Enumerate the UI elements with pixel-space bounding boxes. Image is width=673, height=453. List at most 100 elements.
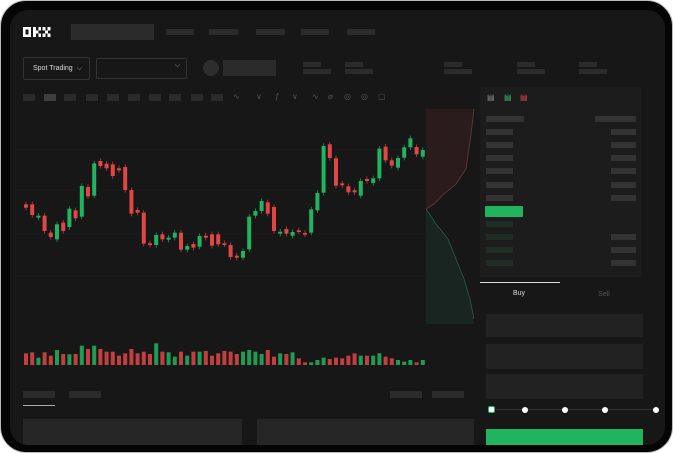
tab-open-orders[interactable] [23,391,55,398]
order-book-price[interactable] [486,142,513,149]
candle [414,147,419,155]
volume-bar [247,350,252,365]
nav-item[interactable] [347,29,375,35]
candle [396,158,400,168]
order-book-price[interactable] [486,168,513,175]
volume-bar [30,352,35,365]
filter-button[interactable] [390,391,422,398]
order-book-price[interactable] [486,181,513,188]
camera-icon[interactable]: ◎ [344,92,351,101]
interval-button[interactable] [86,94,98,101]
candlestick-chart[interactable] [16,121,426,371]
wave-icon[interactable]: ∿ [312,92,319,101]
interval-button[interactable] [64,94,76,101]
volume-bar [154,343,159,365]
volume-bar [110,351,115,365]
slider-step-100[interactable] [653,407,659,413]
interval-button[interactable] [107,94,119,101]
book-bids-icon[interactable]: ▤ [504,93,512,102]
okx-logo[interactable] [23,26,51,38]
volume-bar [98,349,103,365]
book-asks-icon[interactable]: ▤ [520,93,528,102]
draw-icon[interactable]: ⌀ [328,92,333,101]
order-book-price[interactable] [486,260,513,267]
order-book-size [611,168,636,175]
book-both-icon[interactable]: ▤ [487,93,495,102]
candle [36,215,41,218]
nav-item[interactable] [209,29,238,35]
candle [42,215,47,231]
volume-bar [340,358,345,365]
indicator-icon[interactable]: ∨ [256,92,262,101]
interval-button[interactable] [23,94,35,101]
candle [129,190,134,214]
order-book-size [611,155,636,162]
order-book-price[interactable] [486,233,513,240]
fx-icon[interactable]: ƒ [275,92,280,101]
volume-bar [73,354,78,365]
order-book-price[interactable] [486,129,513,136]
candle [92,163,97,196]
candle [402,147,407,158]
interval-button-active[interactable] [44,94,56,101]
candle [371,178,376,183]
candle [290,232,295,236]
candle [141,212,146,244]
order-book-price[interactable] [486,220,513,227]
interval-button[interactable] [211,94,223,101]
interval-button[interactable] [128,94,140,101]
amount-slider-track[interactable] [491,409,657,410]
app-screen: Spot Trading ⌵ ⌵ ∿ ∨ ƒ ∨ ∿ ⌀ ◎ ◎ ▢ [10,10,665,445]
order-book-size [611,194,636,201]
slider-step-50[interactable] [562,407,568,413]
volume-bar [321,357,326,365]
order-book-size [595,116,636,122]
interval-button[interactable] [149,94,161,101]
tab-buy[interactable]: Buy [512,290,526,297]
candle [197,236,202,247]
order-book-price[interactable] [486,116,524,122]
volume-bar [104,351,109,365]
nav-item[interactable] [301,29,329,35]
volume-bar [303,362,307,365]
candle [234,255,239,258]
filter-button[interactable] [432,391,464,398]
volume-bar [420,360,425,365]
volume-bar [92,345,97,365]
total-input[interactable] [486,374,643,399]
candle [104,163,109,169]
stat-label [444,62,462,67]
tab-underline [23,405,55,406]
search-bar[interactable] [71,24,154,40]
slider-step-25[interactable] [522,407,528,413]
order-book-price[interactable] [486,247,513,253]
candle [284,229,289,234]
interval-button[interactable] [169,94,181,101]
nav-item[interactable] [256,29,285,35]
chevron-down-icon[interactable]: ∨ [292,92,298,101]
tab-order-history[interactable] [69,391,101,398]
buy-button[interactable] [486,429,643,445]
stat-value [303,69,331,74]
stat-label [517,62,535,67]
settings-icon[interactable]: ◎ [361,92,368,101]
nav-item[interactable] [166,29,194,35]
candle [148,243,152,245]
tab-sell[interactable]: Sell [598,291,610,298]
interval-button[interactable] [191,94,203,101]
volume-bar [334,357,338,365]
slider-step-75[interactable] [602,407,608,413]
price-input[interactable] [486,314,643,337]
candle [79,186,84,217]
order-book-price[interactable] [486,155,513,162]
amount-input[interactable] [486,344,643,369]
trade-type-dropdown[interactable]: Spot Trading ⌵ [23,57,90,80]
slider-handle[interactable] [488,406,495,413]
order-book-price[interactable] [486,194,513,201]
fullscreen-icon[interactable]: ▢ [378,92,386,101]
pair-selector[interactable]: ⌵ [96,58,187,79]
candle [86,187,90,197]
line-tool-icon[interactable]: ∿ [233,92,240,101]
candle [272,207,276,231]
candle [24,204,28,208]
